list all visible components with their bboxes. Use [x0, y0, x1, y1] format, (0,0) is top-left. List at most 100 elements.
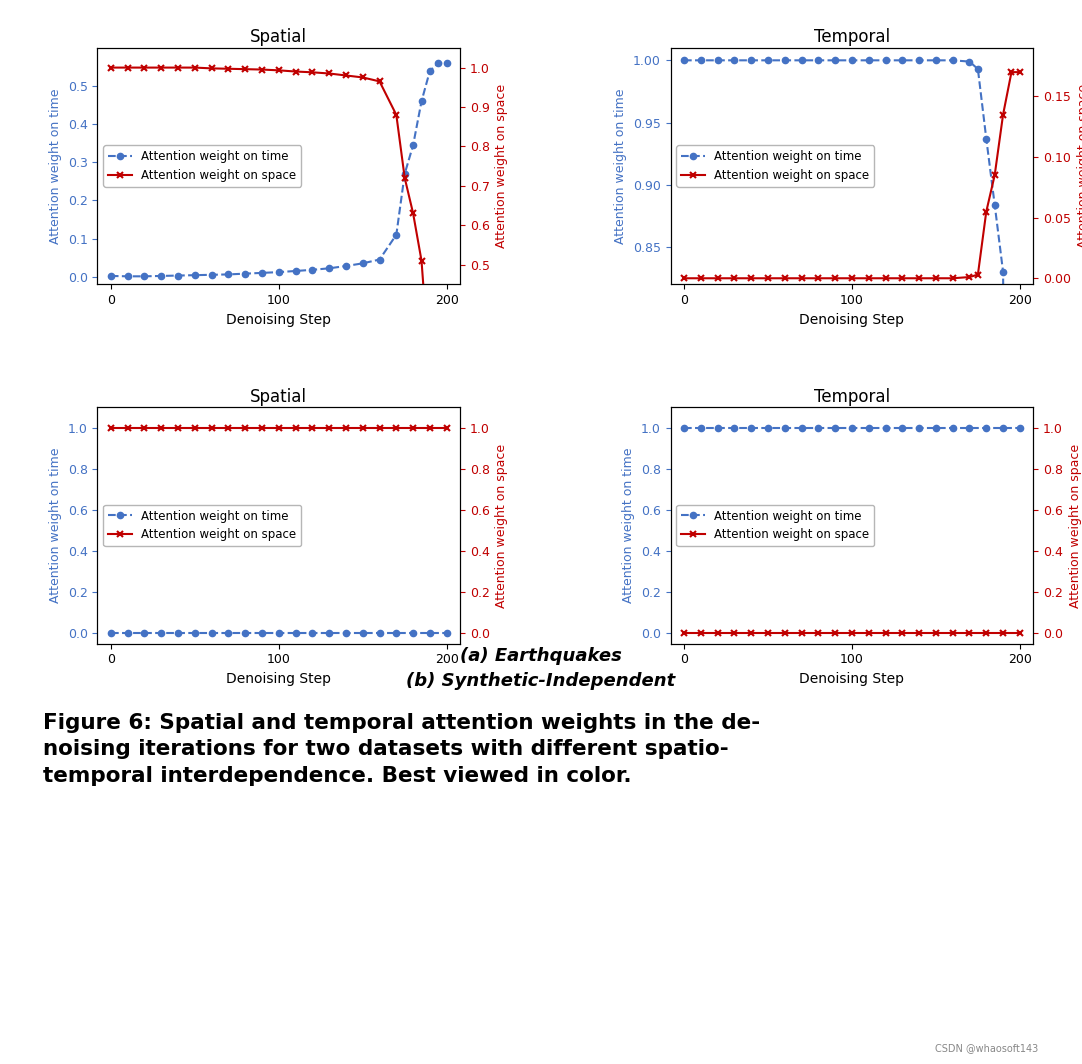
Attention weight on space	[912, 627, 925, 639]
Attention weight on space	[222, 63, 235, 76]
Attention weight on time	[778, 54, 791, 67]
Attention weight on space	[862, 627, 875, 639]
Attention weight on space	[188, 421, 201, 434]
Legend: Attention weight on time, Attention weight on space: Attention weight on time, Attention weig…	[676, 146, 874, 187]
Attention weight on time	[407, 138, 420, 151]
Attention weight on space	[415, 254, 428, 267]
Attention weight on space	[997, 627, 1010, 639]
Attention weight on space	[795, 627, 808, 639]
Attention weight on space	[423, 421, 436, 434]
Line: Attention weight on space: Attention weight on space	[681, 69, 1024, 282]
Attention weight on space	[711, 627, 724, 639]
Attention weight on space	[104, 421, 117, 434]
Title: Spatial: Spatial	[250, 29, 307, 47]
Y-axis label: Attention weight on time: Attention weight on time	[615, 88, 628, 244]
Attention weight on space	[172, 421, 185, 434]
Attention weight on space	[778, 627, 791, 639]
Attention weight on space	[980, 627, 993, 639]
Attention weight on space	[980, 205, 993, 218]
Attention weight on time	[273, 627, 286, 639]
Attention weight on time	[289, 627, 302, 639]
Y-axis label: Attention weight on time: Attention weight on time	[622, 448, 635, 603]
Attention weight on time	[121, 627, 134, 639]
Attention weight on time	[222, 627, 235, 639]
Attention weight on space	[879, 627, 892, 639]
Attention weight on space	[322, 421, 335, 434]
Attention weight on time	[929, 421, 942, 434]
Attention weight on time	[677, 421, 690, 434]
Text: (b) Synthetic-Independent: (b) Synthetic-Independent	[407, 672, 675, 691]
Attention weight on space	[222, 421, 235, 434]
Attention weight on time	[423, 627, 436, 639]
Attention weight on time	[390, 229, 403, 242]
Attention weight on time	[744, 54, 757, 67]
Attention weight on space	[155, 62, 168, 74]
Attention weight on space	[407, 207, 420, 220]
Attention weight on time	[812, 421, 824, 434]
Attention weight on space	[912, 272, 925, 285]
Attention weight on time	[188, 627, 201, 639]
Attention weight on time	[104, 269, 117, 282]
Attention weight on space	[289, 65, 302, 78]
Attention weight on time	[121, 270, 134, 283]
Attention weight on space	[1005, 66, 1018, 79]
Attention weight on time	[845, 54, 858, 67]
Line: Attention weight on space: Attention weight on space	[107, 64, 450, 465]
Attention weight on time	[340, 260, 353, 272]
Attention weight on time	[137, 270, 150, 283]
Attention weight on time	[912, 54, 925, 67]
Attention weight on time	[744, 421, 757, 434]
Line: Attention weight on time: Attention weight on time	[108, 60, 450, 280]
Attention weight on space	[432, 447, 445, 460]
Attention weight on time	[373, 627, 386, 639]
Attention weight on time	[862, 421, 875, 434]
Attention weight on time	[206, 268, 219, 281]
Attention weight on time	[997, 421, 1010, 434]
Legend: Attention weight on time, Attention weight on space: Attention weight on time, Attention weig…	[676, 504, 874, 546]
Attention weight on space	[744, 272, 757, 285]
Attention weight on space	[373, 421, 386, 434]
Attention weight on time	[896, 54, 909, 67]
Y-axis label: Attention weight on space: Attention weight on space	[496, 84, 509, 248]
Attention weight on time	[432, 56, 445, 69]
Line: Attention weight on time: Attention weight on time	[681, 57, 1022, 1064]
Attention weight on time	[946, 421, 959, 434]
Text: Figure 6: Spatial and temporal attention weights in the de-
noising iterations f: Figure 6: Spatial and temporal attention…	[43, 713, 761, 785]
Y-axis label: Attention weight on space: Attention weight on space	[1077, 84, 1082, 248]
Attention weight on time	[728, 421, 741, 434]
Attention weight on time	[695, 421, 708, 434]
Attention weight on time	[728, 54, 741, 67]
Attention weight on space	[762, 272, 775, 285]
Attention weight on time	[322, 262, 335, 275]
Attention weight on time	[415, 95, 428, 107]
Attention weight on time	[440, 56, 453, 69]
Attention weight on time	[322, 627, 335, 639]
Attention weight on space	[306, 66, 319, 79]
Attention weight on time	[963, 421, 976, 434]
Attention weight on space	[972, 268, 985, 281]
Attention weight on space	[879, 272, 892, 285]
Attention weight on space	[728, 627, 741, 639]
Attention weight on space	[829, 627, 842, 639]
Attention weight on space	[896, 627, 909, 639]
Attention weight on time	[988, 198, 1001, 211]
Attention weight on time	[980, 132, 993, 145]
Attention weight on space	[273, 64, 286, 77]
Attention weight on space	[373, 74, 386, 87]
Attention weight on time	[222, 268, 235, 281]
Attention weight on space	[356, 421, 369, 434]
Attention weight on space	[121, 62, 134, 74]
Attention weight on space	[711, 272, 724, 285]
Attention weight on space	[423, 368, 436, 381]
Attention weight on space	[744, 627, 757, 639]
Attention weight on time	[879, 54, 892, 67]
X-axis label: Denoising Step: Denoising Step	[226, 672, 331, 686]
Line: Attention weight on space: Attention weight on space	[107, 425, 450, 431]
Attention weight on time	[172, 269, 185, 282]
Attention weight on space	[121, 421, 134, 434]
Attention weight on time	[862, 54, 875, 67]
Attention weight on space	[155, 421, 168, 434]
Attention weight on space	[273, 421, 286, 434]
Y-axis label: Attention weight on time: Attention weight on time	[49, 88, 62, 244]
Attention weight on space	[778, 272, 791, 285]
